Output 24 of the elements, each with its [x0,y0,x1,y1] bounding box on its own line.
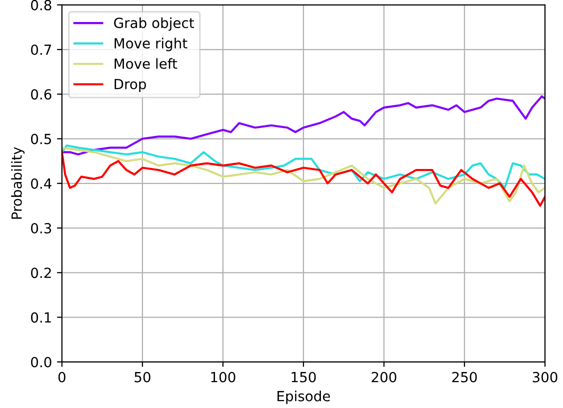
x-axis-title: Episode [278,390,330,404]
legend-label: Grab object [114,17,194,31]
legend-label: Drop [114,78,146,92]
y-tick-label: 0.3 [31,222,52,234]
x-tick-label: 250 [452,372,477,382]
y-tick-label: 0.6 [31,89,52,100]
x-tick-label: 0 [58,372,66,382]
y-tick-label: 0.7 [31,44,52,55]
y-axis-title: Probability [11,147,25,219]
line-series [62,95,545,156]
y-tick-label: 0.4 [31,178,52,189]
legend-label: Move right [114,38,188,52]
y-tick-label: 0.2 [31,268,51,278]
y-tick-label: 0.1 [31,312,51,323]
legend-label: Move left [114,58,178,69]
y-tick-label: 0.5 [31,134,51,144]
x-tick-label: 150 [292,372,316,382]
x-tick-label: 200 [372,372,396,382]
y-tick-label: 0.8 [31,0,52,10]
x-tick-label: 100 [211,372,236,382]
line-series [62,144,545,189]
x-tick-label: 300 [532,372,558,382]
y-tick-label: 0.0 [31,356,52,368]
x-tick-label: 50 [134,372,150,382]
